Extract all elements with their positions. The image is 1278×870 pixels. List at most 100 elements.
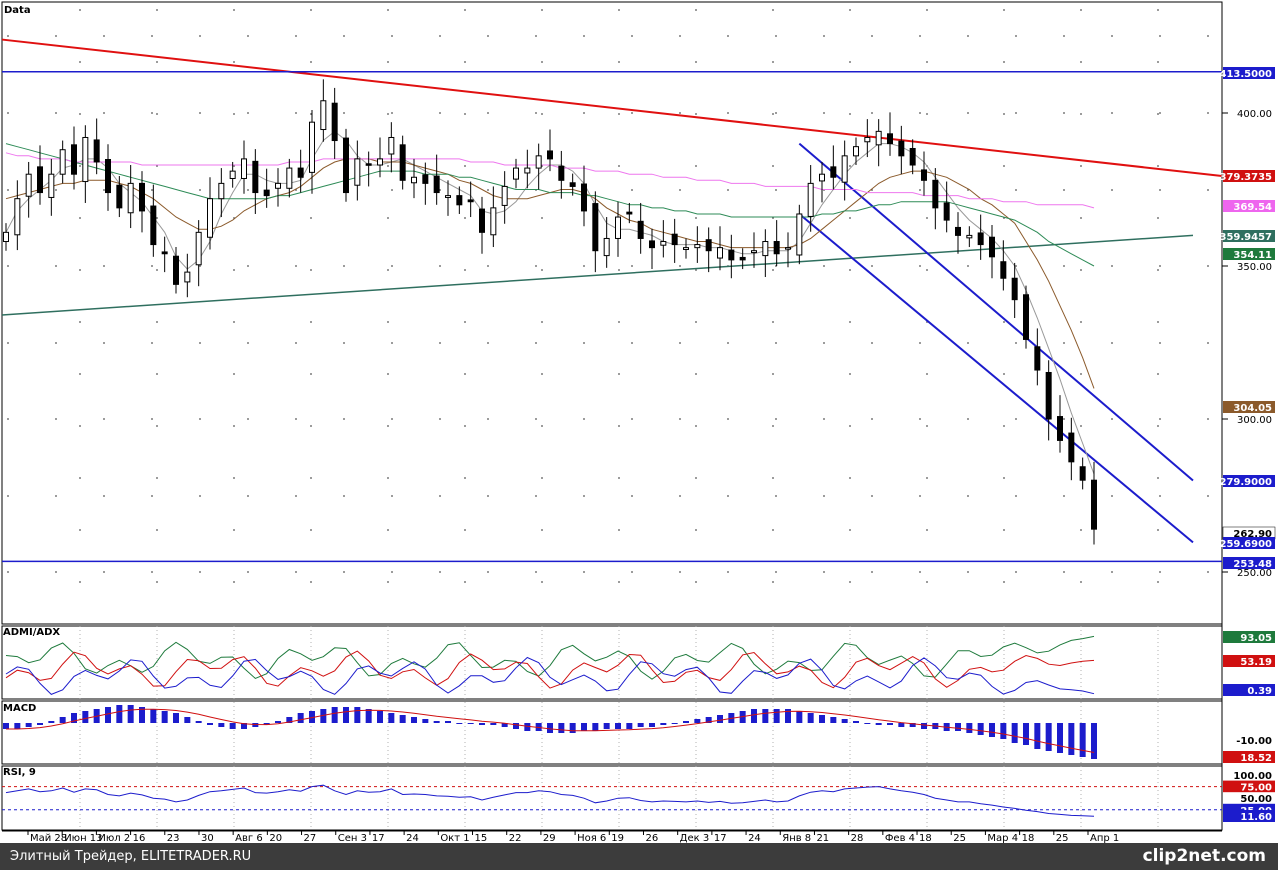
grid-dot bbox=[156, 321, 158, 323]
candle-body bbox=[173, 255, 179, 285]
grid-dot bbox=[156, 269, 158, 271]
grid-dot bbox=[631, 112, 633, 114]
macd-histogram-bar bbox=[977, 723, 984, 735]
macd-histogram-bar bbox=[490, 723, 497, 725]
grid-dot bbox=[310, 373, 312, 375]
grid-dot bbox=[199, 35, 201, 37]
candle-body bbox=[490, 207, 497, 236]
grid-dot bbox=[1063, 189, 1065, 191]
macd-histogram-bar bbox=[581, 723, 587, 731]
x-tick-label: Янв 8 bbox=[782, 833, 811, 843]
candle-body bbox=[830, 166, 837, 178]
grid-dot bbox=[772, 581, 774, 583]
grid-dot bbox=[343, 112, 345, 114]
grid-dot bbox=[727, 342, 729, 344]
grid-dot bbox=[772, 217, 774, 219]
adx-label: 0.39 bbox=[1247, 686, 1272, 697]
candle-body bbox=[207, 198, 213, 238]
grid-dot bbox=[199, 265, 201, 267]
macd-histogram-bar bbox=[547, 723, 553, 733]
candle-body bbox=[218, 182, 225, 200]
macd-histogram-bar bbox=[399, 715, 406, 723]
grid-dot bbox=[295, 495, 297, 497]
grid-dot bbox=[1015, 342, 1017, 344]
rsi-label-box bbox=[1223, 780, 1275, 793]
candle-body bbox=[320, 100, 327, 131]
candle-body bbox=[569, 182, 576, 187]
footer-site-text: Элитный Трейдер, ELITETRADER.RU bbox=[10, 849, 252, 864]
footer-brand[interactable]: clip2net.com bbox=[1142, 846, 1266, 866]
grid-dot bbox=[695, 529, 697, 531]
candle-body bbox=[127, 182, 134, 214]
candle-body bbox=[59, 149, 66, 175]
grid-dot bbox=[151, 495, 153, 497]
grid-dot bbox=[871, 495, 873, 497]
macd-histogram-bar bbox=[433, 721, 440, 723]
moving-average-2 bbox=[5, 143, 1095, 267]
macd-histogram-bar bbox=[660, 723, 667, 725]
grid-dot bbox=[247, 35, 249, 37]
x-tick-label: 16 bbox=[133, 833, 146, 843]
grid-dot bbox=[849, 217, 851, 219]
macd-histogram-bar bbox=[966, 723, 973, 733]
grid-dot bbox=[1080, 61, 1082, 63]
macd-panel-label: MACD bbox=[3, 703, 36, 714]
grid-dot bbox=[487, 112, 489, 114]
candle-body bbox=[739, 256, 746, 261]
grid-dot bbox=[849, 529, 851, 531]
grid-dot bbox=[1015, 418, 1017, 420]
grid-dot bbox=[535, 418, 537, 420]
grid-dot bbox=[233, 269, 235, 271]
grid-dot bbox=[79, 217, 81, 219]
grid-dot bbox=[439, 571, 441, 573]
grid-dot bbox=[926, 581, 928, 583]
grid-dot bbox=[695, 321, 697, 323]
price-level-label: 259.6900 bbox=[1219, 539, 1272, 550]
grid-dot bbox=[919, 495, 921, 497]
grid-dot bbox=[79, 529, 81, 531]
macd-histogram-bar bbox=[819, 715, 825, 723]
candle-body bbox=[796, 213, 803, 256]
grid-dot bbox=[387, 581, 389, 583]
macd-histogram-bar bbox=[603, 723, 610, 729]
grid-dot bbox=[343, 265, 345, 267]
macd-histogram-bar bbox=[309, 711, 315, 723]
grid-dot bbox=[849, 477, 851, 479]
grid-dot bbox=[156, 529, 158, 531]
grid-dot bbox=[631, 342, 633, 344]
grid-dot bbox=[199, 342, 201, 344]
grid-dot bbox=[156, 217, 158, 219]
candle-body bbox=[649, 240, 655, 249]
grid-dot bbox=[618, 9, 620, 11]
candle-body bbox=[1011, 277, 1018, 301]
grid-dot bbox=[541, 9, 543, 11]
candle-body bbox=[1091, 479, 1097, 530]
grid-dot bbox=[967, 265, 969, 267]
grid-dot bbox=[1111, 342, 1113, 344]
candle-body bbox=[773, 241, 780, 255]
grid-dot bbox=[343, 495, 345, 497]
grid-dot bbox=[541, 373, 543, 375]
grid-dot bbox=[871, 35, 873, 37]
candle-body bbox=[921, 169, 927, 181]
grid-dot bbox=[151, 571, 153, 573]
candle-body bbox=[105, 159, 111, 194]
grid-dot bbox=[79, 477, 81, 479]
price-level-label: 379.3735 bbox=[1219, 172, 1272, 183]
price-tick-label: 400.00 bbox=[1237, 109, 1272, 120]
candle-body bbox=[365, 163, 372, 166]
grid-dot bbox=[695, 581, 697, 583]
grid-dot bbox=[199, 418, 201, 420]
macd-histogram-bar bbox=[207, 723, 213, 725]
grid-dot bbox=[772, 477, 774, 479]
grid-dot bbox=[199, 495, 201, 497]
grid-dot bbox=[156, 477, 158, 479]
grid-dot bbox=[55, 35, 57, 37]
grid-dot bbox=[919, 342, 921, 344]
candle-body bbox=[524, 167, 531, 174]
grid-dot bbox=[618, 477, 620, 479]
grid-dot bbox=[871, 112, 873, 114]
grid-dot bbox=[541, 61, 543, 63]
grid-dot bbox=[727, 35, 729, 37]
grid-dot bbox=[487, 189, 489, 191]
